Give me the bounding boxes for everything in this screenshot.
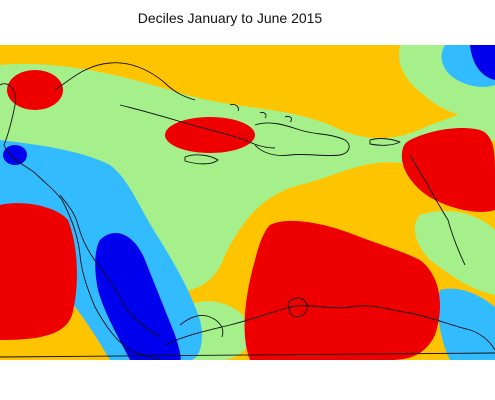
dark-blue-region-east (470, 45, 495, 80)
red-region-east (401, 128, 495, 212)
coastline-southern-border (0, 352, 495, 358)
coastline-south-america (164, 305, 495, 351)
map-title: Deciles January to June 2015 (137, 10, 323, 26)
decile-map-canvas (0, 45, 495, 360)
dark-blue-region-south (95, 232, 181, 360)
coastline-isthmus (179, 314, 224, 338)
coastline-lake-maracaibo (287, 297, 309, 318)
decile-map (0, 45, 495, 360)
coastlines (0, 62, 495, 360)
red-region-west (0, 203, 77, 340)
coastline-central-america (59, 194, 161, 338)
coastline-lesser-antilles (409, 154, 466, 266)
coastline-puerto-rico (369, 138, 401, 146)
dark-blue-spot-west (3, 145, 27, 165)
coastline-gulf (54, 62, 196, 101)
coastline-bahamas (229, 104, 293, 123)
red-region-cuba (165, 117, 255, 153)
green-region-southeast (414, 210, 495, 295)
red-region-south-central (244, 220, 440, 360)
red-region-north (7, 70, 63, 110)
coastline-jamaica (184, 154, 219, 165)
blue-region-southeast (438, 288, 495, 360)
coastline-mexico-yucatan (0, 83, 161, 360)
coastline-cuba (119, 104, 276, 149)
coastline-hispaniola (254, 122, 350, 157)
